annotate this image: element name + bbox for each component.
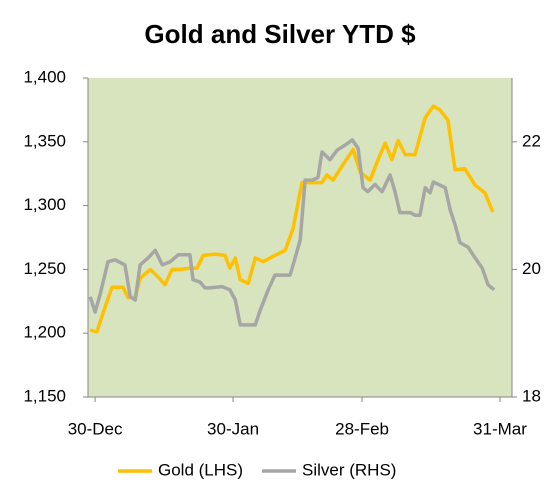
legend-label: Gold (LHS) — [158, 460, 243, 479]
y-tick-label: 1,350 — [23, 131, 66, 150]
series-line — [88, 138, 496, 327]
y-tick-label: 1,300 — [23, 195, 66, 214]
x-tick-label: 30-Jan — [207, 419, 259, 438]
series-line — [89, 104, 495, 334]
x-tick-label: 28-Feb — [335, 419, 389, 438]
y-tick-label: 1,200 — [23, 323, 66, 342]
y2-tick-label: 22 — [522, 131, 541, 150]
x-tick-label: 30-Dec — [68, 419, 123, 438]
y2-tick-label: 18 — [522, 386, 541, 405]
x-tick-label: 31-Mar — [473, 419, 527, 438]
y-tick-label: 1,400 — [23, 67, 66, 86]
y2-tick-label: 20 — [522, 259, 541, 278]
chart-title: Gold and Silver YTD $ — [144, 19, 416, 49]
y-tick-label: 1,250 — [23, 259, 66, 278]
y-tick-label: 1,150 — [23, 386, 66, 405]
legend-label: Silver (RHS) — [302, 460, 396, 479]
